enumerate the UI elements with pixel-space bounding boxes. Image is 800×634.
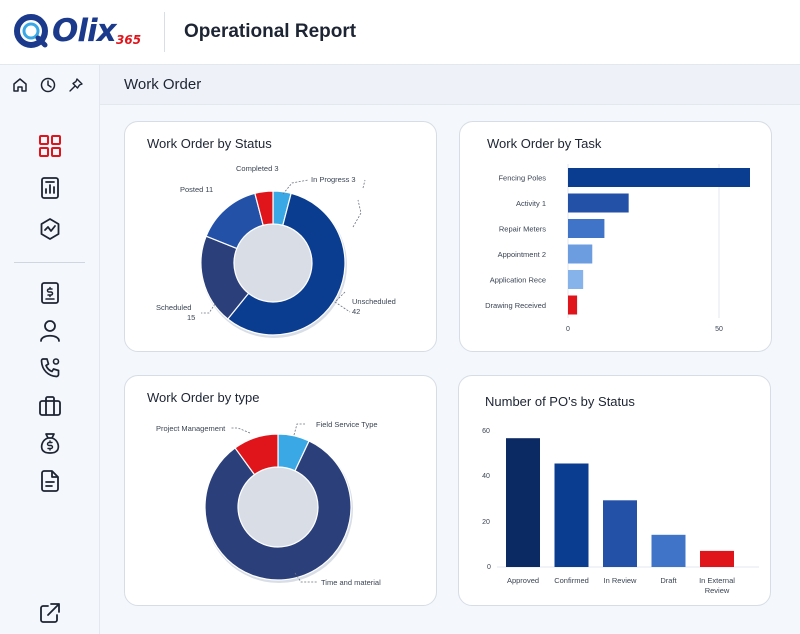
- bar-application-rece[interactable]: [568, 270, 584, 289]
- type-donut-chart: Field Service Type Project Management Ti…: [156, 420, 381, 587]
- analytics-icon[interactable]: [36, 215, 64, 243]
- bar-repair-meters[interactable]: [568, 219, 605, 238]
- bar-appointment-2[interactable]: [568, 244, 593, 264]
- chart-title: Work Order by type: [147, 390, 260, 405]
- y-tick-20: 20: [482, 519, 490, 526]
- money-bag-icon[interactable]: [36, 429, 64, 457]
- sidebar-divider: [14, 262, 85, 263]
- category-label: Fencing Poles: [498, 174, 546, 183]
- po-chart-card: Number of PO's by Status 60 40 20 0 Appr…: [458, 375, 771, 606]
- external-link-icon[interactable]: [36, 599, 64, 627]
- task-bar-chart: Fencing Poles Activity 1 Repair Meters Appo…: [485, 164, 750, 333]
- pin-icon[interactable]: [66, 75, 86, 95]
- y-tick-0: 0: [487, 564, 491, 571]
- clock-icon[interactable]: [38, 75, 58, 95]
- x-tick-50: 50: [715, 326, 723, 333]
- y-tick-40: 40: [482, 473, 490, 480]
- category-label: Repair Meters: [499, 225, 546, 234]
- document-icon[interactable]: [36, 467, 64, 495]
- chart-title: Number of PO's by Status: [485, 394, 635, 409]
- label-scheduled: Scheduled: [156, 303, 191, 312]
- chart-title: Work Order by Status: [147, 136, 272, 151]
- briefcase-icon[interactable]: [36, 392, 64, 420]
- phone-icon[interactable]: [36, 354, 64, 382]
- header-divider: [164, 12, 165, 52]
- category-label: Review: [705, 586, 730, 595]
- category-label: In Review: [604, 576, 638, 585]
- olix-logo[interactable]: Olix 365: [12, 10, 152, 54]
- category-label: Application Rece: [490, 276, 546, 285]
- breadcrumb: Work Order: [100, 65, 800, 105]
- donut-slice-completed[interactable]: [254, 190, 274, 226]
- category-label: Activity 1: [516, 199, 546, 208]
- bar-confirmed[interactable]: [554, 463, 589, 568]
- donut-slice-time-and-material[interactable]: [204, 440, 352, 581]
- bar-in-review[interactable]: [603, 500, 637, 567]
- label-scheduled-value: 15: [187, 313, 195, 322]
- bar-approved[interactable]: [506, 438, 540, 567]
- label-completed: Completed 3: [236, 164, 279, 173]
- logo-sub: 365: [116, 33, 142, 47]
- y-tick-60: 60: [482, 428, 490, 435]
- sidebar: [0, 65, 100, 634]
- bar-in-external-review[interactable]: [700, 550, 734, 567]
- bar-draft[interactable]: [651, 534, 686, 567]
- label-field-service: Field Service Type: [316, 420, 378, 429]
- category-label: Approved: [507, 576, 539, 585]
- status-donut-chart: In Progress 3 Unscheduled 42 Scheduled 1…: [156, 164, 396, 338]
- task-chart-card: Work Order by Task Fencing Poles Activity…: [459, 121, 772, 352]
- category-label: Draft: [660, 576, 677, 585]
- status-chart-card: Work Order by Status In Progress 3 Unsch…: [124, 121, 437, 352]
- chart-title: Work Order by Task: [487, 136, 602, 151]
- type-chart-card: Work Order by type Field Service Type Pr…: [124, 375, 437, 606]
- bar-fencing-poles[interactable]: [568, 168, 750, 187]
- breadcrumb-label: Work Order: [124, 76, 202, 93]
- bar-activity-1[interactable]: [568, 193, 629, 213]
- category-label: In External: [699, 576, 735, 585]
- label-unscheduled-value: 42: [352, 307, 360, 316]
- bar-drawing-received[interactable]: [568, 295, 578, 315]
- label-in-progress: In Progress 3: [311, 175, 356, 184]
- donut-slice-unscheduled[interactable]: [226, 192, 346, 336]
- category-label: Drawing Received: [485, 301, 546, 310]
- logo-text: Olix: [52, 13, 117, 49]
- invoice-icon[interactable]: [36, 279, 64, 307]
- dashboard-icon[interactable]: [36, 132, 64, 160]
- po-bar-chart: 60 40 20 0 Approved Confirmed In Review Dra…: [482, 428, 759, 595]
- home-icon[interactable]: [10, 75, 30, 95]
- app-header: Olix 365 Operational Report: [0, 0, 800, 65]
- page-title: Operational Report: [184, 21, 357, 42]
- olix-logo-mark: [14, 14, 48, 48]
- user-icon[interactable]: [36, 317, 64, 345]
- label-project-management: Project Management: [156, 424, 226, 433]
- label-time-material: Time and material: [321, 578, 381, 587]
- report-icon[interactable]: [36, 174, 64, 202]
- category-label: Confirmed: [554, 576, 589, 585]
- x-tick-0: 0: [566, 326, 570, 333]
- donut-slice-project-management[interactable]: [234, 433, 279, 476]
- label-unscheduled: Unscheduled: [352, 297, 396, 306]
- category-label: Appointment 2: [498, 250, 546, 259]
- label-posted: Posted 11: [180, 185, 213, 194]
